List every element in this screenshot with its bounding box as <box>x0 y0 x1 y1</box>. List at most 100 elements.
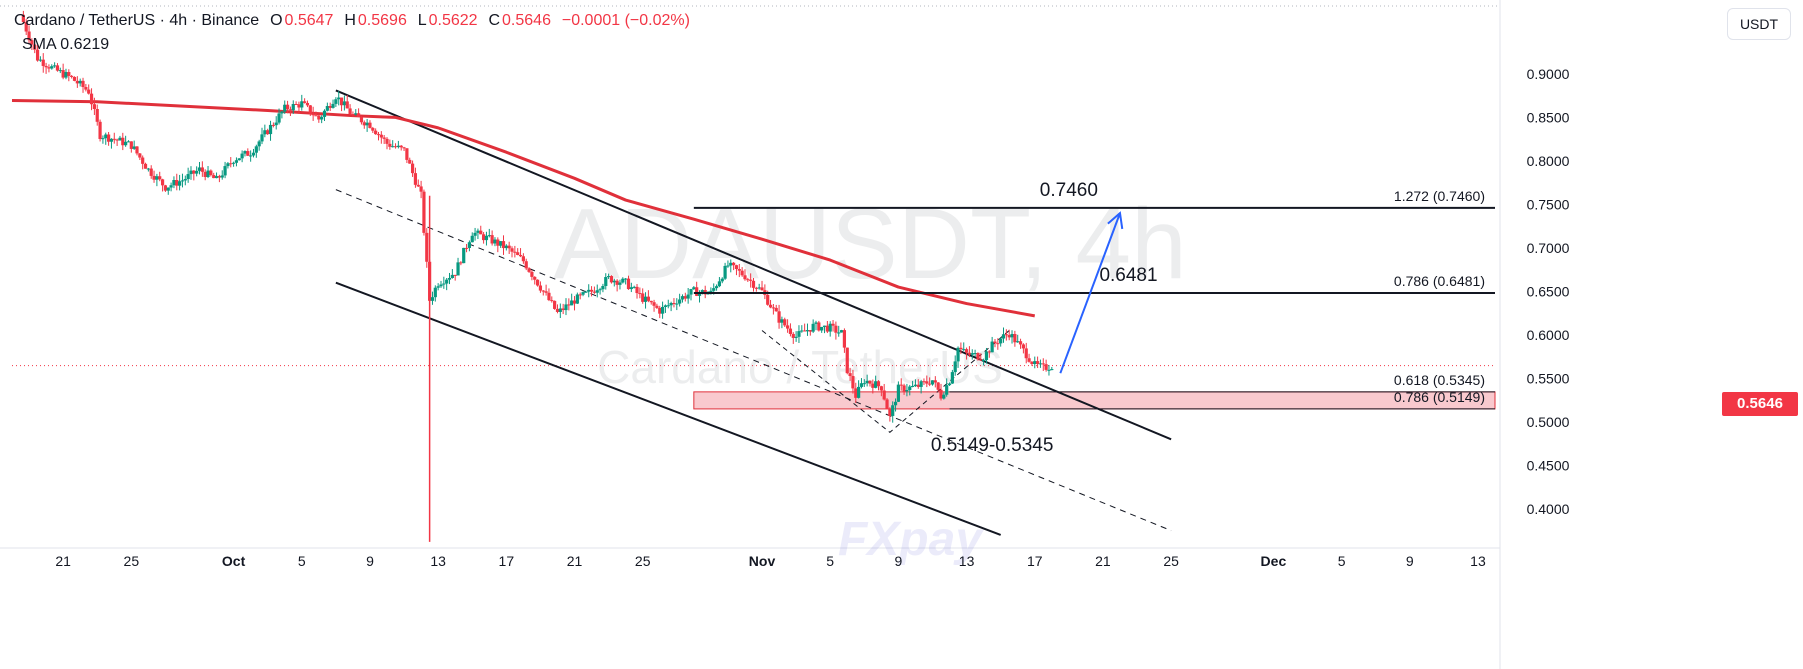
candle <box>379 134 383 138</box>
candle <box>785 325 790 329</box>
descending-channel[interactable] <box>335 89 1172 536</box>
candle <box>115 139 119 141</box>
candle <box>305 102 310 106</box>
candle <box>626 278 631 290</box>
candle <box>641 293 645 302</box>
candle <box>510 248 514 252</box>
candle <box>598 289 602 291</box>
candle <box>913 384 918 386</box>
x-axis[interactable]: 21 25 Oct 5 9 13 17 21 25 Nov 5 9 13 17 21 25 Dec 5 9 13 <box>55 553 1486 569</box>
sma-polyline[interactable] <box>11 98 1036 318</box>
candle <box>723 265 727 279</box>
candle <box>976 353 980 360</box>
x-tick-label: Nov <box>749 553 776 569</box>
close-label: C <box>488 12 501 29</box>
y-tick-label: 0.9000 <box>1527 66 1570 82</box>
candle <box>271 124 275 126</box>
channel-lower-line[interactable] <box>335 281 1002 536</box>
candle <box>337 97 341 100</box>
candle <box>413 173 418 185</box>
candle <box>410 163 415 174</box>
candle <box>351 114 355 116</box>
candle <box>416 184 420 187</box>
level-label: 0.786 (0.6481) <box>1394 273 1485 289</box>
candle <box>1035 361 1040 365</box>
candle <box>516 252 520 255</box>
candle <box>717 281 722 287</box>
y-axis[interactable]: 0.9000 0.8500 0.8000 0.7500 0.7000 0.6500 0.60… <box>1527 66 1570 517</box>
candle <box>206 170 210 177</box>
candle <box>945 385 949 395</box>
sma-label: SMA <box>22 36 56 53</box>
candle <box>368 122 372 128</box>
candle <box>1047 369 1051 371</box>
candle <box>993 341 997 344</box>
candle <box>200 167 204 172</box>
candle <box>1007 335 1011 338</box>
candle <box>558 308 562 312</box>
candle <box>291 104 295 111</box>
channel-mid-line[interactable] <box>335 189 1172 532</box>
candle <box>303 101 307 103</box>
candle <box>578 294 582 296</box>
candle <box>839 330 844 333</box>
candle <box>89 93 94 105</box>
candle <box>146 168 150 170</box>
candle <box>964 349 969 353</box>
candle <box>584 291 588 293</box>
candle <box>138 153 142 158</box>
candle <box>982 360 986 362</box>
candle <box>240 153 244 159</box>
candle <box>697 292 702 296</box>
candle <box>175 180 179 186</box>
candle <box>354 113 358 115</box>
last-price-label: 0.5646 <box>1722 392 1798 416</box>
candle <box>152 175 156 180</box>
y-tick-label: 0.5000 <box>1527 414 1570 430</box>
candle <box>212 175 216 179</box>
y-tick-label: 0.6500 <box>1527 283 1570 299</box>
candle <box>629 287 633 290</box>
candle <box>910 385 915 387</box>
zigzag-line[interactable] <box>761 330 1010 433</box>
candle <box>493 239 497 244</box>
candle <box>501 241 506 249</box>
candle <box>308 105 312 114</box>
candle <box>101 138 105 140</box>
candle <box>388 143 392 147</box>
candle <box>231 162 236 164</box>
y-tick-label: 0.5500 <box>1527 370 1570 386</box>
candle <box>38 59 43 61</box>
candle <box>521 256 525 262</box>
symbol-header[interactable]: Cardano / TetherUS · 4h · Binance O 0.564… <box>14 12 692 30</box>
fibonacci-levels[interactable]: 1.272 (0.7460) 0.7460 0.786 (0.6481) 0.6481… <box>693 180 1495 456</box>
candle <box>874 381 878 388</box>
candle <box>98 121 102 139</box>
sma-line[interactable] <box>11 98 1036 318</box>
y-tick-label: 0.7500 <box>1527 196 1570 212</box>
currency-button[interactable]: USDT <box>1727 8 1791 40</box>
candle <box>777 311 781 323</box>
candle <box>422 191 426 233</box>
projection-arrow[interactable] <box>1059 211 1124 374</box>
arrow-head[interactable] <box>1107 211 1124 230</box>
candle <box>237 158 241 161</box>
y-tick-label: 0.7000 <box>1527 240 1570 256</box>
candle <box>288 109 293 111</box>
candle <box>78 80 82 84</box>
symbol-name[interactable]: Cardano / TetherUS · 4h · Binance <box>14 12 260 29</box>
x-tick-label: 5 <box>298 553 306 569</box>
candle <box>655 305 659 308</box>
candle <box>791 333 795 338</box>
candle <box>268 124 273 135</box>
channel-upper-line[interactable] <box>335 89 1172 441</box>
open-value: 0.5647 <box>284 12 334 29</box>
arrow-shaft[interactable] <box>1059 212 1121 374</box>
candle <box>453 274 457 276</box>
sma-legend[interactable]: SMA 0.6219 <box>22 36 109 54</box>
candle <box>280 111 284 114</box>
candle <box>962 349 966 351</box>
candle <box>820 326 824 331</box>
candle <box>842 330 847 348</box>
